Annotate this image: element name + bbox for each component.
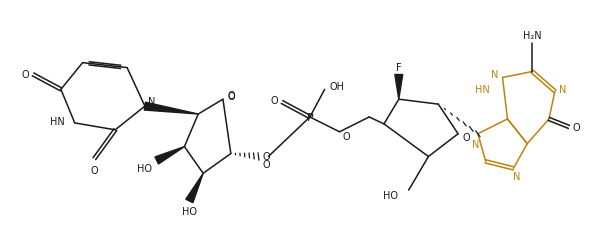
Text: N: N [513,171,520,182]
Text: HN: HN [476,85,490,95]
Text: N: N [148,97,156,107]
Text: O: O [262,152,270,162]
Polygon shape [186,173,203,203]
Text: F: F [396,62,401,72]
Polygon shape [144,103,198,115]
Text: O: O [343,131,350,141]
Text: O: O [462,132,470,142]
Text: HO: HO [383,190,398,200]
Text: N: N [472,139,480,149]
Text: O: O [262,160,270,170]
Text: HO: HO [182,206,197,216]
Text: N: N [559,85,567,95]
Text: O: O [22,70,29,80]
Text: O: O [90,166,98,176]
Text: HO: HO [137,164,152,174]
Text: N: N [491,70,498,80]
Polygon shape [395,75,403,100]
Text: OH: OH [329,82,344,92]
Text: O: O [227,91,235,101]
Text: HN: HN [50,116,64,126]
Text: O: O [271,96,278,106]
Text: H₂N: H₂N [523,31,541,41]
Text: P: P [307,112,313,122]
Text: O: O [227,92,235,102]
Polygon shape [155,147,184,164]
Text: O: O [573,122,580,132]
